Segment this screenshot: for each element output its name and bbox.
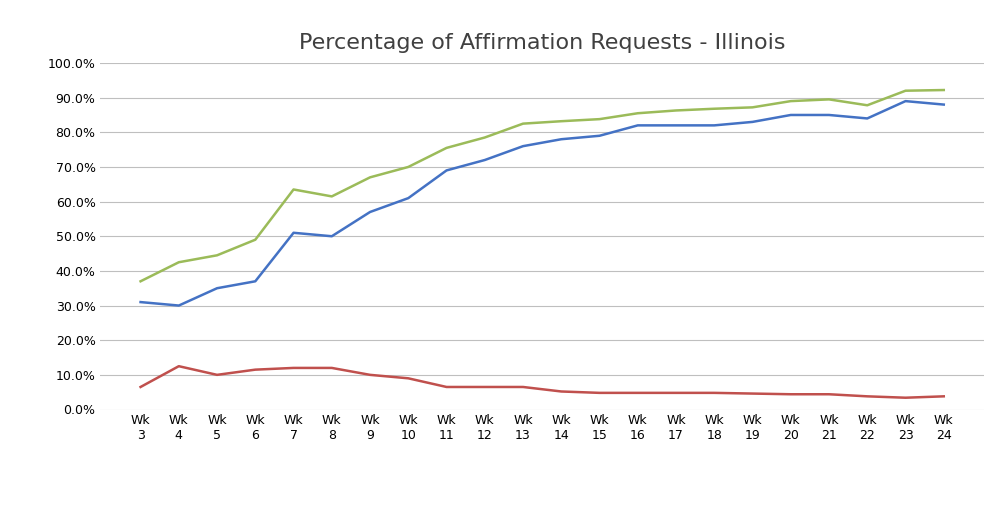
Combined [478,134,490,141]
Combined [937,87,949,93]
Partially Affirmed Rate [325,365,337,371]
Partially Affirmed Rate [784,391,796,397]
Partially Affirmed Rate [593,390,605,396]
Fully Affirmed Rate [211,285,223,291]
Partially Affirmed Rate [173,363,185,370]
Partially Affirmed Rate [364,372,376,378]
Partially Affirmed Rate [631,390,643,396]
Fully Affirmed Rate [364,209,376,215]
Combined [555,118,567,124]
Fully Affirmed Rate [746,119,758,125]
Title: Percentage of Affirmation Requests - Illinois: Percentage of Affirmation Requests - Ill… [299,33,784,53]
Combined [134,278,146,285]
Combined [631,110,643,117]
Partially Affirmed Rate [440,384,452,390]
Line: Combined: Combined [140,90,943,281]
Partially Affirmed Rate [134,384,146,390]
Combined [746,104,758,110]
Combined [669,107,681,113]
Fully Affirmed Rate [707,122,719,129]
Combined [784,98,796,104]
Combined [517,120,529,127]
Combined [440,145,452,151]
Line: Fully Affirmed Rate: Fully Affirmed Rate [140,101,943,306]
Combined [364,174,376,181]
Fully Affirmed Rate [631,122,643,129]
Combined [325,193,337,200]
Partially Affirmed Rate [746,391,758,397]
Fully Affirmed Rate [173,302,185,309]
Partially Affirmed Rate [899,395,911,401]
Fully Affirmed Rate [325,233,337,239]
Partially Affirmed Rate [249,366,261,373]
Legend: Fully Affirmed Rate, Partially Affirmed Rate, Combined: Fully Affirmed Rate, Partially Affirmed … [261,520,822,525]
Partially Affirmed Rate [402,375,414,382]
Combined [249,237,261,243]
Fully Affirmed Rate [287,229,299,236]
Fully Affirmed Rate [440,167,452,174]
Combined [402,164,414,170]
Partially Affirmed Rate [822,391,834,397]
Fully Affirmed Rate [784,112,796,118]
Fully Affirmed Rate [134,299,146,305]
Fully Affirmed Rate [478,157,490,163]
Combined [287,186,299,193]
Combined [593,116,605,122]
Fully Affirmed Rate [517,143,529,149]
Combined [173,259,185,266]
Fully Affirmed Rate [937,101,949,108]
Combined [211,252,223,258]
Combined [899,88,911,94]
Fully Affirmed Rate [861,116,873,122]
Partially Affirmed Rate [555,388,567,395]
Fully Affirmed Rate [555,136,567,142]
Line: Partially Affirmed Rate: Partially Affirmed Rate [140,366,943,398]
Fully Affirmed Rate [899,98,911,104]
Combined [707,106,719,112]
Partially Affirmed Rate [707,390,719,396]
Fully Affirmed Rate [669,122,681,129]
Partially Affirmed Rate [517,384,529,390]
Fully Affirmed Rate [249,278,261,285]
Fully Affirmed Rate [402,195,414,201]
Fully Affirmed Rate [593,133,605,139]
Fully Affirmed Rate [822,112,834,118]
Partially Affirmed Rate [937,393,949,400]
Partially Affirmed Rate [211,372,223,378]
Partially Affirmed Rate [287,365,299,371]
Partially Affirmed Rate [861,393,873,400]
Partially Affirmed Rate [478,384,490,390]
Combined [822,96,834,102]
Combined [861,102,873,109]
Partially Affirmed Rate [669,390,681,396]
